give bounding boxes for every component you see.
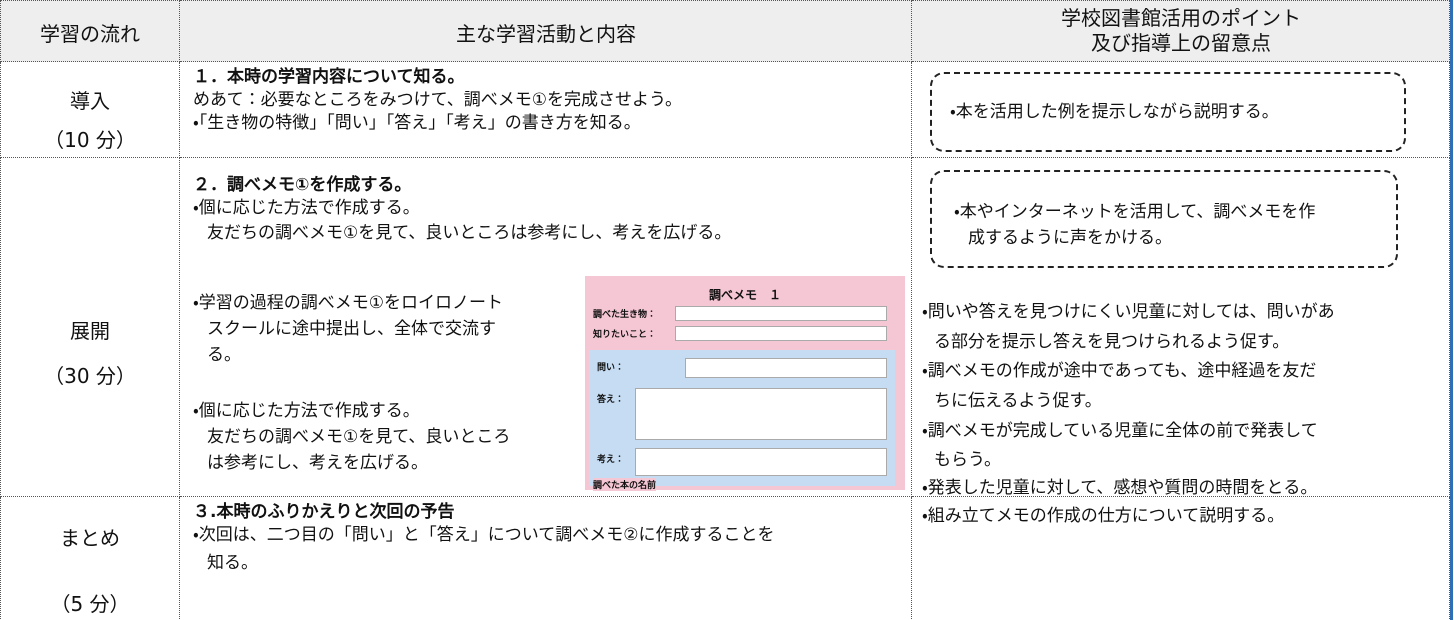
time: （5 分） bbox=[50, 592, 130, 616]
memo-field bbox=[635, 388, 887, 440]
point-line: ちに伝えるよう促す。 bbox=[934, 391, 1102, 411]
header-cell bbox=[0, 0, 180, 62]
activity-side: ・個に応じた方法で作成する。 bbox=[193, 401, 420, 421]
point-line: ・発表した児童に対して、感想や質問の時間をとる。 bbox=[922, 478, 1318, 498]
activity-line: めあて：必要なところをみつけて、調べメモ①を完成させよう。 bbox=[193, 90, 683, 110]
memo-title: 調べメモ １ bbox=[708, 288, 781, 302]
memo-label: 調べた本の名前 bbox=[593, 478, 657, 491]
activity-line: 友だちの調べメモ①を見て、良いところは参考にし、考えを広げる。 bbox=[207, 223, 732, 243]
cell bbox=[912, 158, 1450, 497]
activity-line: ・次回は、二つ目の「問い」と「答え」について調べメモ②に作成することを bbox=[193, 525, 775, 545]
memo-field bbox=[675, 306, 887, 321]
header-text: 学校図書館活用のポイント bbox=[1061, 6, 1301, 30]
activity-line: 知る。 bbox=[207, 553, 258, 573]
point-line: ・調べメモの作成が途中であっても、途中経過を友だ bbox=[922, 361, 1317, 381]
memo-figure: 調べメモ １ 調べた生き物： 知りたいこと： 問い： 答え： 考え： 調べた本の… bbox=[585, 276, 905, 491]
activity-side: ・学習の過程の調べメモ①をロイロノート bbox=[193, 293, 504, 313]
cell bbox=[180, 62, 912, 158]
edge-line bbox=[1450, 0, 1453, 620]
cell bbox=[180, 497, 912, 620]
point-line: ・本やインターネットを活用して、調べメモを作 bbox=[954, 202, 1316, 222]
activity-heading: ３.本時のふりかえりと次回の予告 bbox=[193, 502, 455, 522]
point-line: る部分を提示し答えを見つけられるよう促す。 bbox=[934, 332, 1290, 352]
memo-label: 考え： bbox=[597, 455, 625, 465]
point-line: ・調べメモが完成している児童に全体の前で発表して bbox=[922, 421, 1318, 441]
cell bbox=[912, 497, 1450, 620]
activity-line: ・個に応じた方法で作成する。 bbox=[193, 198, 420, 218]
memo-label: 答え： bbox=[597, 395, 625, 405]
time: （30 分） bbox=[44, 364, 136, 388]
cell bbox=[180, 158, 912, 497]
point-line: ・問いや答えを見つけにくい児童に対しては、問いがあ bbox=[922, 302, 1335, 322]
stage: 展開 bbox=[70, 319, 110, 343]
activity-side: は参考にし、考えを広げる。 bbox=[207, 453, 428, 473]
stage: 導入 bbox=[70, 89, 110, 113]
header-text: 学習の流れ bbox=[40, 22, 140, 46]
activity-heading: １．本時の学習内容について知る。 bbox=[193, 67, 465, 87]
header-text: 主な学習活動と内容 bbox=[456, 22, 636, 46]
cell bbox=[0, 158, 180, 497]
activity-line: ・「生き物の特徴」「問い」「答え」「考え」の書き方を知る。 bbox=[193, 113, 641, 133]
cell bbox=[0, 62, 180, 158]
cell bbox=[912, 62, 1450, 158]
dashed-box bbox=[930, 72, 1406, 152]
memo-field bbox=[685, 358, 887, 378]
header-cell bbox=[180, 0, 912, 62]
activity-side: スクールに途中提出し、全体で交流す bbox=[207, 319, 496, 339]
point-line: ・本を活用した例を提示しながら説明する。 bbox=[950, 102, 1279, 122]
activity-side: 友だちの調べメモ①を見て、良いところ bbox=[207, 427, 511, 447]
memo-label: 問い： bbox=[597, 363, 625, 373]
cell bbox=[0, 497, 180, 620]
point-line: 成するように声をかける。 bbox=[968, 228, 1172, 248]
header-cell bbox=[912, 0, 1450, 62]
stage: まとめ bbox=[60, 526, 120, 550]
header-text: 及び指導上の留意点 bbox=[1091, 31, 1271, 55]
memo-field bbox=[675, 326, 887, 341]
activity-heading: ２．調べメモ①を作成する。 bbox=[193, 175, 412, 195]
activity-side: る。 bbox=[207, 345, 241, 365]
time: （10 分） bbox=[44, 128, 136, 152]
point-line: もらう。 bbox=[934, 450, 1001, 470]
dashed-box bbox=[930, 170, 1398, 268]
point-line: ・組み立てメモの作成の仕方について説明する。 bbox=[922, 506, 1285, 526]
memo-label: 調べた生き物： bbox=[593, 310, 657, 320]
memo-label: 知りたいこと： bbox=[593, 330, 657, 340]
memo-field bbox=[635, 448, 887, 476]
